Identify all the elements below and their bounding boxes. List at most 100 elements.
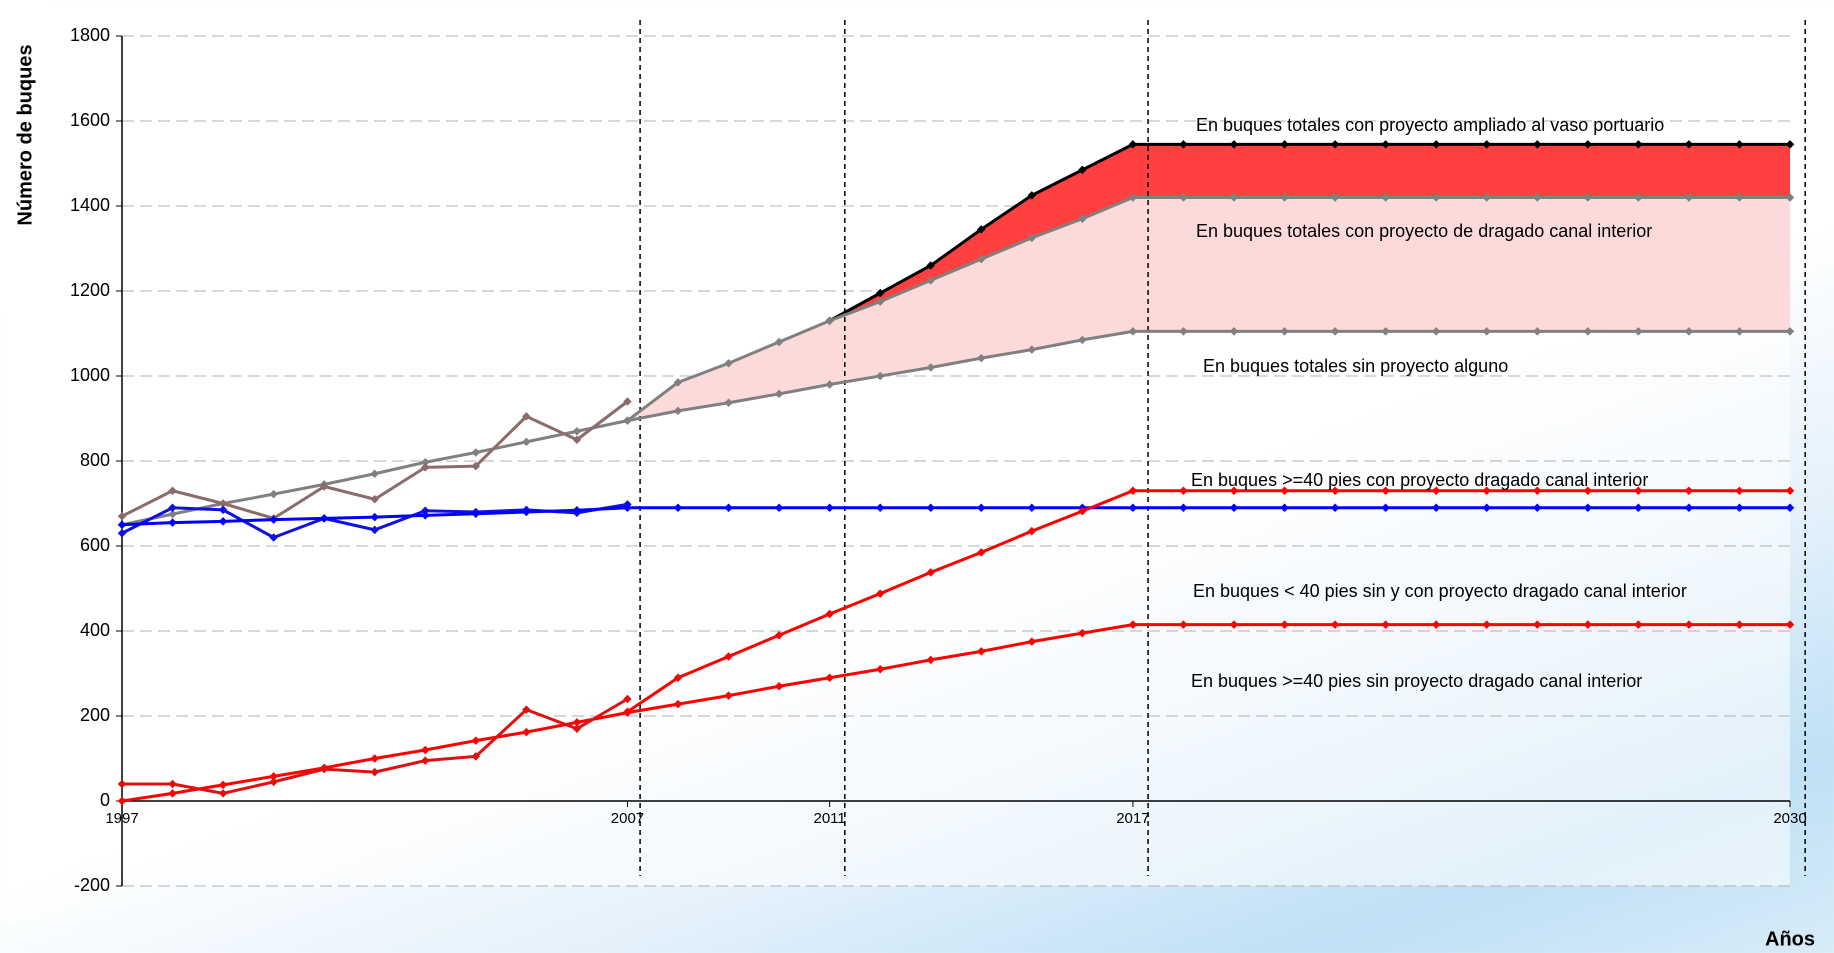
point-marker	[774, 682, 784, 691]
point-marker	[926, 363, 935, 372]
point-marker	[1785, 486, 1795, 495]
point-marker	[319, 482, 329, 491]
point-marker	[926, 276, 935, 285]
point-marker	[269, 489, 278, 499]
point-marker	[572, 724, 582, 733]
point-marker	[926, 503, 935, 512]
point-marker	[1027, 345, 1037, 354]
point-marker	[977, 503, 986, 512]
point-marker	[1229, 327, 1239, 336]
x-tick-label: 2007	[611, 810, 644, 827]
area-between	[627, 197, 1790, 421]
series-line	[627, 329, 1790, 423]
point-marker	[1431, 486, 1441, 495]
point-marker	[1533, 503, 1542, 512]
point-marker	[825, 609, 834, 619]
point-marker	[875, 665, 885, 674]
point-marker	[1229, 503, 1239, 512]
point-marker	[875, 371, 885, 381]
point-marker	[623, 503, 632, 512]
point-marker	[623, 397, 632, 406]
point-marker	[1634, 620, 1643, 629]
point-marker	[926, 655, 935, 665]
point-marker	[1684, 327, 1694, 336]
point-marker	[623, 416, 632, 425]
point-marker	[724, 398, 733, 408]
x-tick-label: 2011	[814, 810, 846, 827]
point-marker	[522, 727, 531, 737]
point-marker	[421, 511, 430, 520]
x-axis-label: Años	[1765, 928, 1815, 950]
point-marker	[1583, 620, 1593, 629]
point-marker	[1027, 503, 1037, 512]
point-marker	[1179, 327, 1188, 336]
annotation: En buques totales sin proyecto alguno	[1203, 356, 1508, 376]
point-marker	[471, 752, 481, 761]
point-marker	[269, 772, 278, 781]
point-marker	[1583, 486, 1593, 495]
point-marker	[724, 652, 733, 661]
point-marker	[370, 495, 379, 504]
point-marker	[673, 406, 683, 416]
y-tick-label: 600	[80, 535, 110, 555]
point-marker	[774, 389, 784, 399]
point-marker	[471, 448, 481, 457]
point-marker	[572, 427, 582, 436]
series-line	[626, 489, 1790, 713]
point-marker	[1533, 486, 1542, 495]
y-tick-label: 1800	[70, 25, 110, 45]
point-marker	[370, 525, 379, 535]
point-marker	[1431, 327, 1441, 336]
point-marker	[1735, 486, 1744, 495]
point-marker	[1128, 486, 1138, 495]
point-marker	[168, 503, 177, 512]
point-marker	[673, 503, 683, 512]
point-marker	[977, 647, 986, 656]
y-tick-label: 0	[100, 790, 110, 810]
point-marker	[1330, 503, 1340, 512]
point-marker	[421, 745, 430, 755]
point-marker	[269, 777, 278, 787]
y-tick-label: 200	[80, 705, 110, 725]
point-marker	[1785, 503, 1795, 512]
point-marker	[168, 486, 177, 495]
point-marker	[1078, 628, 1087, 638]
point-marker	[1482, 503, 1491, 512]
y-tick-label: 1600	[70, 110, 110, 130]
point-marker	[1634, 486, 1643, 495]
series-line	[828, 142, 1790, 323]
point-marker	[724, 359, 733, 368]
point-marker	[673, 378, 683, 387]
point-marker	[875, 503, 885, 512]
annotation: En buques >=40 pies con proyecto dragado…	[1191, 470, 1648, 490]
y-tick-label: 400	[80, 620, 110, 640]
point-marker	[421, 463, 430, 472]
point-marker	[1583, 327, 1593, 336]
x-tick-label: 1997	[105, 810, 138, 827]
point-marker	[319, 764, 329, 774]
point-marker	[875, 288, 885, 298]
point-marker	[825, 673, 834, 682]
point-marker	[1735, 503, 1744, 512]
point-marker	[774, 337, 784, 347]
point-marker	[1229, 620, 1239, 629]
point-marker	[522, 437, 531, 447]
point-marker	[623, 708, 632, 717]
point-marker	[1128, 503, 1138, 512]
point-marker	[825, 503, 834, 512]
point-marker	[1078, 506, 1087, 516]
point-marker	[977, 254, 986, 264]
point-marker	[1431, 620, 1441, 629]
point-marker	[977, 548, 986, 557]
point-marker	[572, 435, 582, 444]
point-marker	[1330, 327, 1340, 336]
point-marker	[1381, 503, 1390, 512]
annotation: En buques >=40 pies sin proyecto dragado…	[1191, 671, 1642, 691]
y-tick-label: 1400	[70, 195, 110, 215]
x-tick-label: 2017	[1116, 810, 1149, 827]
point-marker	[1785, 620, 1795, 629]
point-marker	[623, 694, 632, 704]
point-marker	[522, 705, 531, 714]
